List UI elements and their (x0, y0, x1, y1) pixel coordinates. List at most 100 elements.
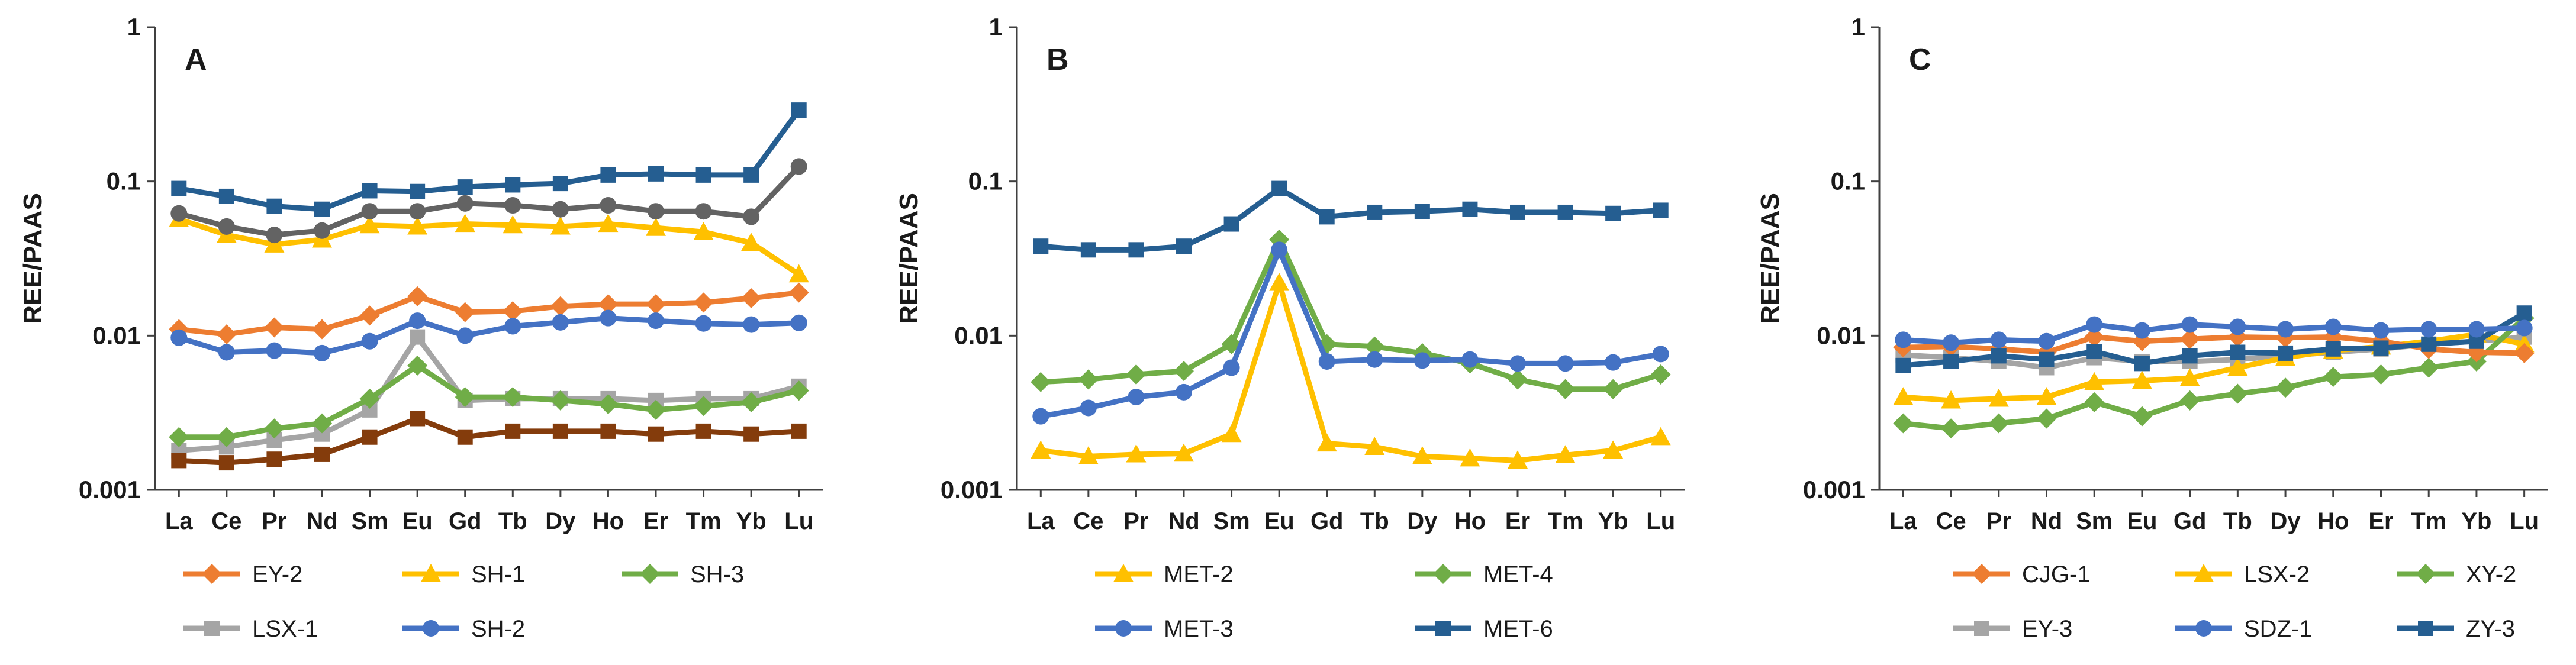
data-point (2179, 368, 2200, 386)
data-point (171, 180, 187, 196)
y-tick-label: 0.001 (79, 476, 141, 503)
data-point (2182, 348, 2198, 364)
data-point (266, 451, 282, 467)
data-point (695, 315, 712, 332)
series-met-2 (1031, 273, 1671, 469)
data-point (457, 429, 473, 445)
data-point (505, 177, 521, 193)
x-tick-label: Ho (1454, 508, 1486, 534)
legend-label: SDZ-1 (2244, 616, 2313, 642)
x-tick-label: Dy (2271, 508, 2301, 534)
data-point (550, 390, 571, 411)
data-point (264, 317, 285, 338)
data-point (2230, 344, 2246, 360)
data-point (1176, 383, 1192, 401)
data-point (2323, 367, 2343, 388)
series-line (1040, 280, 1661, 463)
y-axis-label: REE/PAAS (1756, 193, 1785, 324)
data-point (1605, 354, 1622, 371)
data-point (550, 216, 571, 235)
legend-item-met-2: MET-2 (1095, 561, 1234, 587)
data-point (600, 167, 616, 183)
data-point (312, 319, 332, 340)
data-point (1508, 369, 1528, 390)
legend-label: SH-1 (471, 561, 525, 587)
y-tick-label: 1 (127, 13, 141, 41)
data-point (1893, 387, 1914, 405)
y-tick-label: 0.001 (1803, 476, 1865, 503)
data-point (695, 167, 711, 183)
data-point (2229, 318, 2246, 335)
data-point (743, 167, 759, 183)
data-point (550, 296, 571, 317)
data-point (1413, 352, 1431, 369)
data-point (1174, 443, 1194, 462)
data-point (1943, 353, 1959, 369)
legend-label: XY-2 (2466, 561, 2516, 587)
data-point (791, 102, 807, 118)
data-point (407, 286, 428, 306)
panel-label: B (1046, 43, 1069, 77)
series-lsx-2 (1893, 324, 2535, 409)
series-sh-3 (169, 355, 809, 447)
series-unlabeled-7 (171, 102, 807, 217)
panel-a: 1 0.1 0.01 0.001 La Ce Pr Nd Sm Eu Gd Tb Dy Ho Er Tm Yb L… (18, 13, 823, 642)
data-point (361, 203, 378, 220)
panel-label: C (1909, 43, 1931, 77)
legend-item-sdz-1: SDZ-1 (2175, 616, 2313, 642)
data-point (456, 327, 474, 344)
data-point (407, 216, 428, 235)
data-point (2516, 319, 2533, 337)
panel-c: 1 0.1 0.01 0.001 La Ce Pr Nd Sm Eu Gd Tb Dy Ho Er Tm Yb L… (1756, 13, 2548, 642)
legend-item-ey-2: EY-2 (183, 561, 302, 587)
data-point (552, 423, 568, 439)
data-point (314, 344, 330, 361)
data-point (2133, 322, 2150, 339)
legend-swatch-marker (202, 564, 222, 584)
x-tick-label: Pr (262, 508, 286, 534)
data-point (1031, 372, 1051, 392)
data-point (2514, 343, 2535, 363)
legend-swatch-marker (204, 621, 220, 636)
data-point (743, 208, 760, 225)
series-met-3 (1032, 241, 1669, 425)
data-point (266, 198, 282, 214)
data-point (693, 292, 714, 313)
series-sh-2 (170, 309, 807, 361)
data-point (646, 399, 666, 420)
data-point (2036, 408, 2057, 429)
y-tick-label: 1 (989, 13, 1003, 41)
legend-item-met-3: MET-3 (1095, 616, 1234, 642)
legend-item-sh-2: SH-2 (402, 616, 525, 642)
data-point (266, 342, 283, 359)
data-point (314, 201, 330, 217)
y-tick-label: 0.1 (107, 167, 141, 195)
x-tick-label: Nd (2031, 508, 2062, 534)
data-point (409, 312, 426, 330)
x-tick-label: Tm (1548, 508, 1583, 534)
data-point (1650, 427, 1671, 446)
data-point (1557, 355, 1574, 372)
legend: MET-2 MET-4 MET-3 MET-6 (1095, 561, 1553, 642)
data-point (1269, 273, 1290, 291)
legend-swatch-marker (1115, 620, 1132, 637)
data-point (2227, 357, 2248, 376)
data-point (600, 309, 617, 327)
x-tick-label: Yb (2461, 508, 2491, 534)
data-point (2373, 340, 2389, 356)
data-point (1318, 353, 1335, 370)
data-point (790, 158, 807, 175)
data-point (1412, 446, 1432, 464)
series-line (1902, 311, 2526, 369)
data-point (648, 203, 664, 220)
x-tick-label: Ho (2317, 508, 2349, 534)
data-point (218, 344, 235, 361)
data-point (410, 411, 426, 427)
x-tick-label: Ce (211, 508, 242, 534)
x-tick-label: Yb (736, 508, 767, 534)
y-tick-label: 0.01 (954, 321, 1003, 349)
data-point (743, 426, 759, 442)
data-point (2086, 344, 2102, 360)
data-point (552, 314, 569, 331)
